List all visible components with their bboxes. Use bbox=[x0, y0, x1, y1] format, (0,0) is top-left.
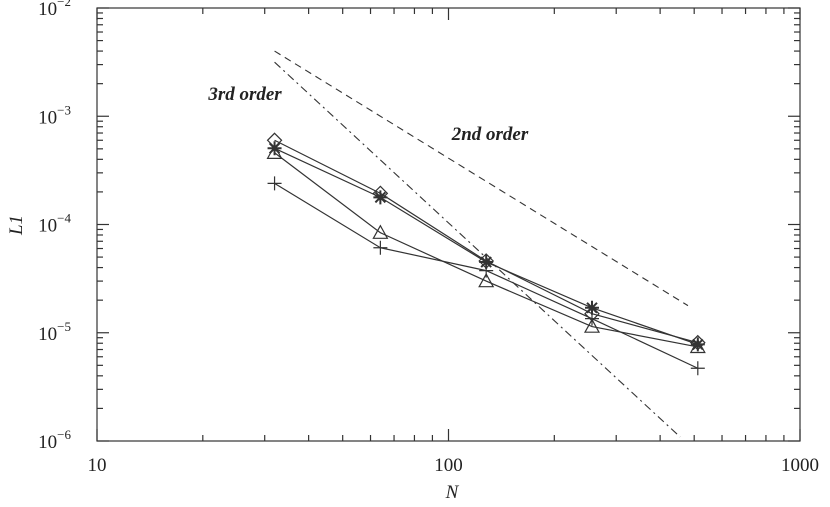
y-tick-exponent: −2 bbox=[57, 0, 71, 9]
marker bbox=[373, 240, 388, 255]
marker bbox=[584, 311, 599, 326]
x-tick-label: 100 bbox=[434, 455, 463, 476]
reference-line bbox=[274, 61, 681, 438]
marker bbox=[479, 255, 494, 270]
y-tick-base: 10 bbox=[38, 107, 57, 128]
marker bbox=[479, 263, 494, 278]
series-line bbox=[274, 139, 698, 344]
marker bbox=[690, 337, 705, 352]
marker bbox=[478, 272, 495, 288]
y-tick-label: 10−4 bbox=[38, 211, 71, 237]
x-tick-label: 1000 bbox=[781, 455, 819, 476]
marker bbox=[372, 224, 389, 239]
y-tick-exponent: −3 bbox=[57, 102, 71, 117]
y-tick-base: 10 bbox=[38, 216, 57, 237]
marker bbox=[266, 144, 283, 159]
y-tick-exponent: −5 bbox=[57, 319, 71, 334]
x-tick-label: 10 bbox=[88, 455, 107, 476]
marker bbox=[267, 141, 282, 156]
plot-frame bbox=[96, 7, 801, 442]
marker bbox=[267, 176, 282, 191]
y-tick-exponent: −6 bbox=[57, 427, 71, 442]
marker bbox=[583, 318, 601, 333]
y-tick-label: 10−3 bbox=[38, 102, 71, 128]
y-tick-base: 10 bbox=[38, 432, 57, 453]
series-line bbox=[274, 147, 699, 345]
marker bbox=[690, 361, 705, 376]
y-axis-label: L1 bbox=[6, 215, 27, 236]
y-tick-label: 10−2 bbox=[38, 0, 71, 20]
annotation: 2nd order bbox=[451, 124, 529, 145]
y-tick-label: 10−5 bbox=[38, 319, 71, 345]
marker bbox=[689, 338, 706, 354]
y-tick-base: 10 bbox=[38, 0, 57, 20]
series-line bbox=[274, 152, 698, 348]
y-tick-label: 10−6 bbox=[38, 427, 71, 453]
marker bbox=[373, 190, 388, 205]
y-tick-base: 10 bbox=[38, 324, 57, 345]
marker bbox=[584, 300, 599, 315]
annotation: 3rd order bbox=[207, 84, 282, 105]
x-axis-label: N bbox=[445, 482, 460, 503]
y-tick-exponent: −4 bbox=[57, 211, 71, 226]
reference-line bbox=[274, 50, 689, 307]
